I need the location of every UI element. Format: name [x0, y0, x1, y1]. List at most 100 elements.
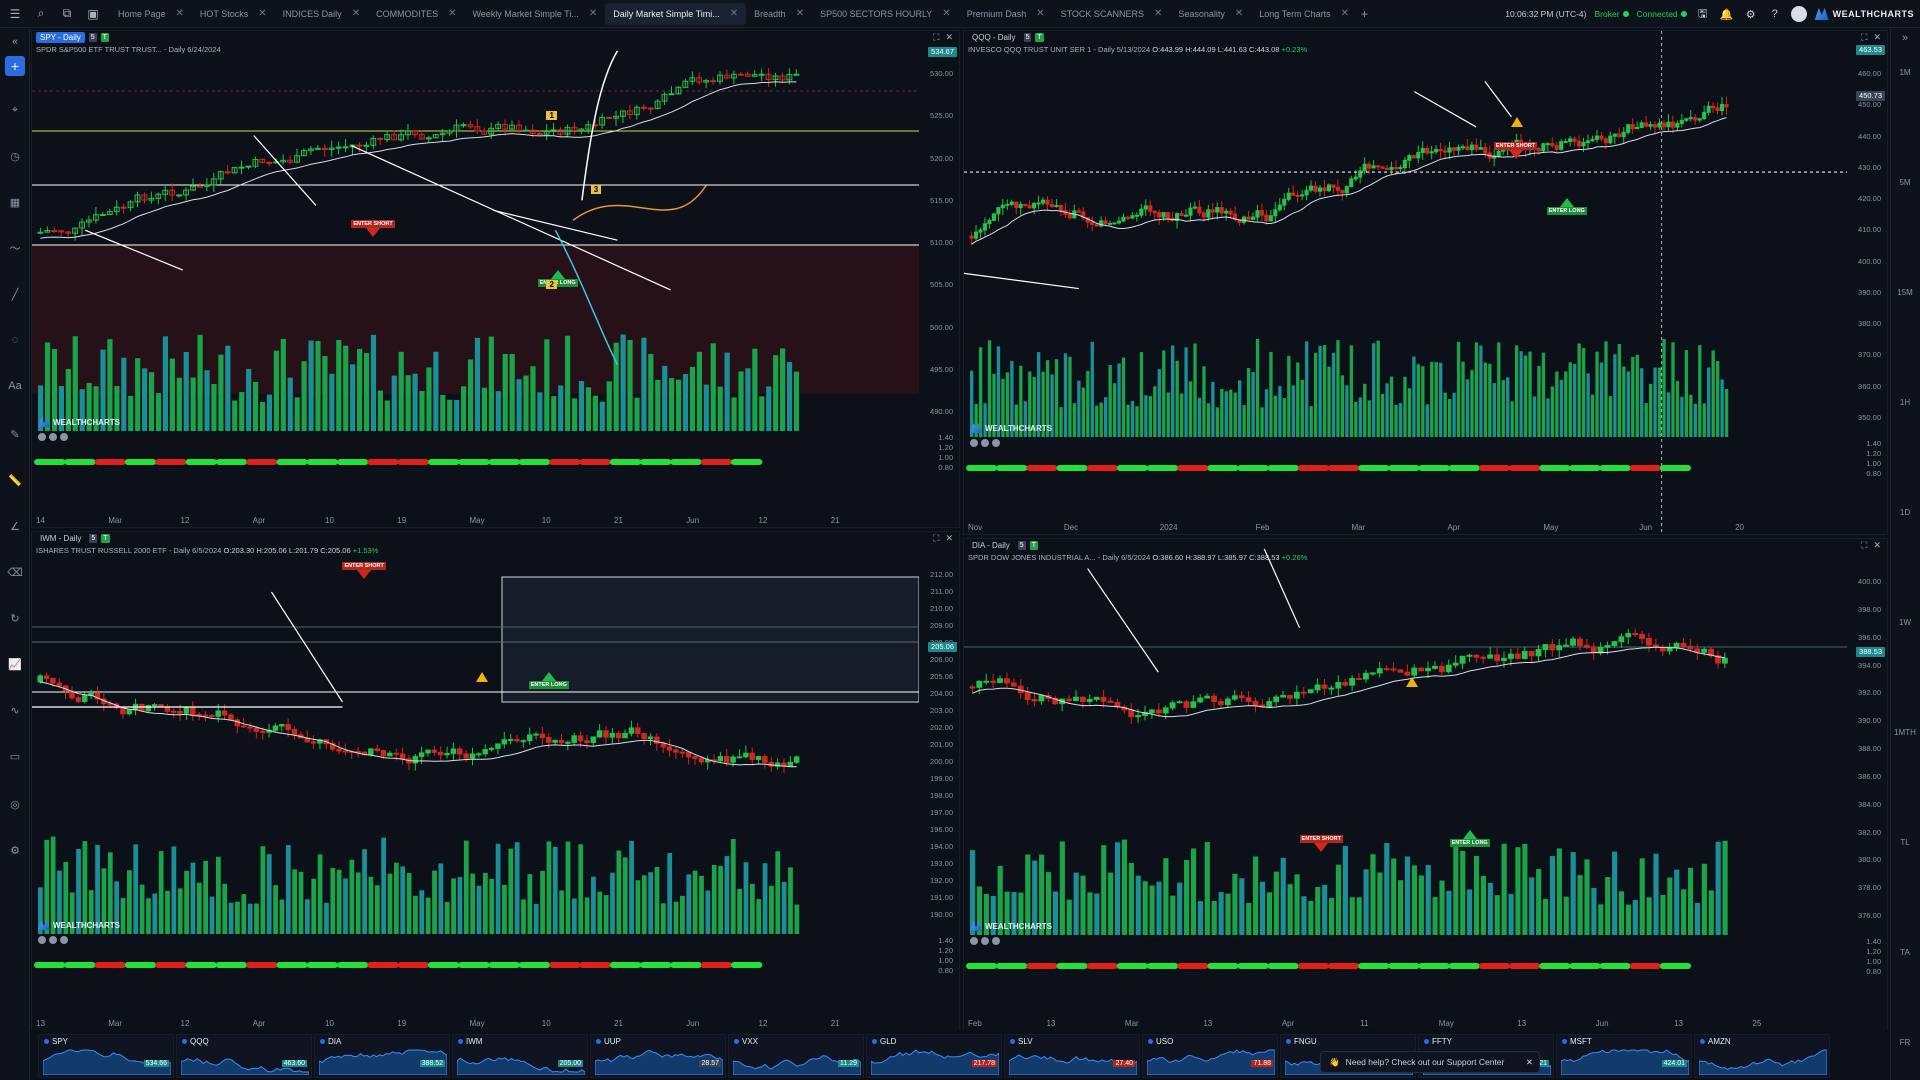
calendar-tool-icon[interactable]: ▦ — [9, 196, 21, 209]
price-chart[interactable] — [964, 539, 1847, 1031]
price-axis[interactable]: 212.00211.00210.00209.00208.00206.00205.… — [917, 532, 959, 1030]
search-icon[interactable]: ⌕ — [37, 6, 45, 20]
study-toggle-icon[interactable] — [970, 937, 978, 945]
close-panel-icon[interactable]: ✕ — [945, 533, 953, 543]
maximize-icon[interactable]: ⛶ — [1861, 32, 1868, 42]
study-toggle-icon[interactable] — [981, 937, 989, 945]
layout-badge[interactable]: 5 — [1023, 33, 1032, 42]
study-toggle-icon[interactable] — [981, 439, 989, 447]
price-axis[interactable]: 530.00 525.00 520.00 515.00 510.00 505.00 500.… — [917, 31, 959, 527]
settings-tool-icon[interactable]: ⚙ — [10, 844, 20, 857]
study-toggle-icon[interactable] — [970, 439, 978, 447]
tab-0[interactable]: Home Page ✕ — [110, 3, 192, 25]
close-panel-icon[interactable]: ✕ — [1873, 540, 1881, 550]
chart-tool-icon[interactable]: 📈 — [8, 658, 22, 671]
ticker-card[interactable]: AMZN — [1694, 1034, 1830, 1078]
timeframe-5[interactable]: 1W — [1899, 618, 1911, 627]
price-chart[interactable] — [32, 532, 919, 1031]
text-tool-icon[interactable]: Aa — [8, 380, 22, 392]
close-tab-icon[interactable]: ✕ — [588, 8, 598, 19]
symbol-label[interactable]: SPY - Daily — [36, 32, 85, 43]
chart-panel-spy[interactable]: SPY - Daily 5 T ⛶ ✕ SPDR S&P500 ETF TRUST T… — [31, 30, 960, 528]
time-axis[interactable]: Nov Dec 2024 Feb Mar Apr May Jun 20 — [964, 520, 1845, 534]
template-badge[interactable]: T — [1035, 33, 1044, 42]
chart-panel-qqq[interactable]: QQQ - Daily 5 T ⛶ ✕ INVESCO QQQ TRUST UNIT … — [963, 30, 1888, 535]
ticker-card[interactable]: GLD 217.78 — [866, 1034, 1002, 1078]
time-axis[interactable]: 14 Mar 12 Apr 10 19 May 10 21 Jun 12 21 — [32, 513, 917, 527]
ticker-card[interactable]: VXX 11.29 — [728, 1034, 864, 1078]
wave-label[interactable]: 2 — [546, 280, 557, 289]
timeframe-9[interactable]: FR — [1899, 1038, 1911, 1047]
close-tab-icon[interactable]: ✕ — [1153, 8, 1163, 19]
study-toggle-icon[interactable] — [49, 936, 57, 944]
study-toggle-icon[interactable] — [49, 433, 57, 441]
tab-2[interactable]: INDICES Daily ✕ — [275, 3, 368, 25]
ticker-card[interactable]: USO 71.88 — [1142, 1034, 1278, 1078]
study-controls[interactable] — [970, 439, 1000, 447]
timeframe-3[interactable]: 1H — [1899, 398, 1911, 407]
timeframe-0[interactable]: 1M — [1899, 68, 1911, 77]
close-tab-icon[interactable]: ✕ — [175, 8, 184, 19]
wave-label[interactable]: 1 — [546, 110, 557, 120]
ticker-card[interactable]: SPY 534.66 — [38, 1034, 174, 1078]
clock-tool-icon[interactable]: ◷ — [10, 150, 20, 163]
symbol-label[interactable]: DIA - Daily — [972, 541, 1010, 550]
add-icon[interactable]: + — [5, 56, 25, 76]
close-panel-icon[interactable]: ✕ — [945, 32, 953, 42]
broker-status[interactable]: Broker — [1595, 9, 1629, 19]
workspace-icon[interactable]: ▣ — [87, 6, 99, 21]
symbol-label[interactable]: IWM - Daily — [40, 534, 82, 543]
chart-panel-iwm[interactable]: IWM - Daily 5 T ⛶ ✕ ISHARES TRUST RUSSELL 2… — [31, 531, 960, 1031]
ruler-tool-icon[interactable]: 📏 — [8, 474, 22, 487]
close-tab-icon[interactable]: ✕ — [942, 8, 951, 19]
study-controls[interactable] — [970, 937, 1000, 945]
study-toggle-icon[interactable] — [60, 936, 68, 944]
tab-1[interactable]: HOT Stocks ✕ — [192, 3, 275, 25]
symbol-label[interactable]: QQQ - Daily — [972, 33, 1016, 42]
ticker-card[interactable]: IWM 205.00 — [452, 1034, 588, 1078]
ticker-card[interactable]: SLV 27.40 — [1004, 1034, 1140, 1078]
template-badge[interactable]: T — [101, 534, 110, 543]
maximize-icon[interactable]: ⛶ — [1861, 540, 1868, 550]
study-controls[interactable] — [38, 936, 68, 944]
cursor-tool-icon[interactable]: ⌖ — [11, 103, 19, 116]
layout-badge[interactable]: 5 — [1017, 541, 1026, 550]
brush-tool-icon[interactable]: ✎ — [10, 428, 20, 441]
tab-5[interactable]: Daily Market Simple Timi... ✕ — [605, 2, 747, 25]
layout-badge[interactable]: 5 — [88, 33, 97, 42]
tab-6[interactable]: Breadth ✕ — [746, 3, 812, 25]
angle-tool-icon[interactable]: ∠ — [10, 520, 20, 533]
wave-label[interactable]: 3 — [590, 185, 602, 195]
shape-tool-icon[interactable]: ◌ — [11, 334, 19, 346]
study-toggle-icon[interactable] — [60, 433, 68, 441]
avatar[interactable] — [1790, 6, 1807, 22]
wave-tool-icon[interactable]: ∿ — [10, 704, 20, 717]
timeframe-4[interactable]: 1D — [1899, 508, 1911, 517]
timeframe-7[interactable]: TL — [1900, 838, 1910, 847]
support-toast[interactable]: 👋 Need help? Check out our Support Cente… — [1320, 1051, 1540, 1073]
tab-10[interactable]: Seasonality ✕ — [1170, 3, 1251, 25]
trend-tool-icon[interactable]: 〜 — [9, 243, 21, 255]
bell-icon[interactable]: 🔔 — [1719, 8, 1734, 21]
menu-icon[interactable]: ☰ — [9, 6, 21, 21]
maximize-icon[interactable]: ⛶ — [933, 533, 940, 543]
price-chart[interactable] — [964, 31, 1847, 535]
ticker-card[interactable]: MSFT 424.01 — [1556, 1034, 1692, 1078]
magnet-tool-icon[interactable]: ◎ — [10, 798, 20, 811]
study-controls[interactable] — [38, 433, 68, 441]
close-tab-icon[interactable]: ✕ — [1036, 8, 1045, 19]
layouts-icon[interactable]: ⧉ — [62, 6, 72, 20]
cycle-tool-icon[interactable]: ↻ — [10, 612, 20, 625]
layers-tool-icon[interactable]: ▭ — [9, 750, 21, 763]
timeframe-6[interactable]: 1MTH — [1894, 728, 1916, 737]
tab-4[interactable]: Weekly Market Simple Ti... ✕ — [464, 3, 605, 25]
study-toggle-icon[interactable] — [992, 439, 1000, 447]
ticker-card[interactable]: QQQ 463.60 — [176, 1034, 312, 1078]
tab-11[interactable]: Long Term Charts ✕ — [1251, 3, 1357, 25]
time-axis[interactable]: 13 Mar 12 Apr 10 19 May 10 21 Jun 12 21 — [32, 1016, 917, 1030]
template-badge[interactable]: T — [100, 33, 109, 42]
price-axis[interactable]: 460.00 450.00 440.00 430.00 420.00 410.00 400.… — [1845, 31, 1887, 534]
tab-8[interactable]: Premium Dash ✕ — [959, 3, 1053, 25]
timeframe-2[interactable]: 15M — [1897, 288, 1913, 297]
study-toggle-icon[interactable] — [38, 433, 46, 441]
